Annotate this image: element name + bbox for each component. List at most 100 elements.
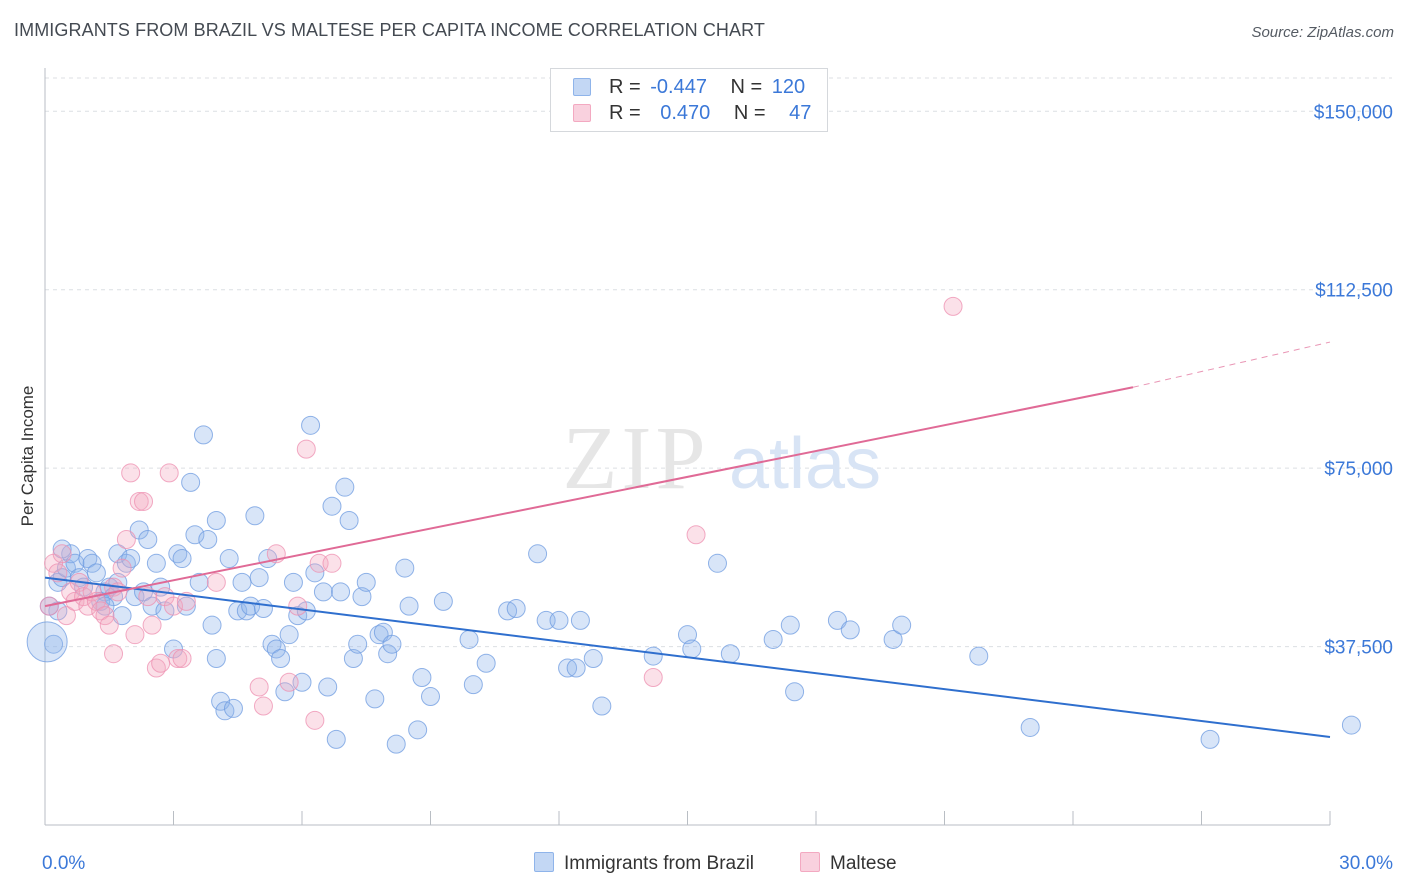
point-maltese xyxy=(172,648,192,668)
point-brazil xyxy=(892,615,912,635)
trend-line-maltese xyxy=(44,386,1134,608)
point-maltese xyxy=(279,672,299,692)
point-brazil xyxy=(112,606,132,626)
watermark-zip: ZIP xyxy=(563,409,710,508)
point-brazil xyxy=(245,506,265,526)
point-brazil xyxy=(305,563,325,583)
point-brazil xyxy=(193,425,213,445)
point-maltese xyxy=(288,596,308,616)
point-maltese xyxy=(305,710,325,730)
point-maltese xyxy=(129,491,149,511)
point-maltese xyxy=(206,572,226,592)
point-brazil xyxy=(463,675,483,695)
point-brazil xyxy=(202,615,222,635)
point-brazil xyxy=(570,610,590,630)
point-brazil xyxy=(566,658,586,678)
point-maltese xyxy=(52,544,72,564)
source-attribution: Source: ZipAtlas.com xyxy=(1251,24,1394,41)
point-maltese xyxy=(121,463,141,483)
y-tick-label: $112,500 xyxy=(1315,281,1393,302)
point-maltese xyxy=(99,615,119,635)
point-brazil xyxy=(352,587,372,607)
point-brazil xyxy=(348,634,368,654)
point-maltese xyxy=(168,648,188,668)
point-brazil xyxy=(219,549,239,569)
legend-text-brazil: R = -0.447 N = 120 xyxy=(609,76,806,98)
point-brazil xyxy=(1200,729,1220,749)
y-tick-labels: $37,500 $75,000 $112,500 $150,000 xyxy=(1314,102,1393,658)
point-maltese xyxy=(159,463,179,483)
axes xyxy=(44,68,1331,826)
point-brazil xyxy=(780,615,800,635)
point-maltese xyxy=(249,677,269,697)
y-axis-title: Per Capita Income xyxy=(18,385,37,527)
point-maltese xyxy=(296,439,316,459)
point-brazil xyxy=(365,689,385,709)
point-maltese xyxy=(686,525,706,545)
point-maltese xyxy=(164,596,183,616)
point-brazil xyxy=(232,572,252,592)
point-brazil xyxy=(56,558,76,578)
point-brazil xyxy=(682,639,702,659)
point-brazil xyxy=(206,648,226,668)
x-tick-label-min: 0.0% xyxy=(42,853,85,874)
bottom-legend-swatch-maltese xyxy=(800,852,820,872)
point-brazil xyxy=(288,606,308,626)
point-brazil xyxy=(592,696,612,716)
point-brazil xyxy=(301,415,321,435)
series-brazil-points xyxy=(26,415,1361,754)
point-brazil xyxy=(65,553,85,573)
point-maltese xyxy=(253,696,273,716)
point-brazil xyxy=(86,563,106,583)
point-brazil xyxy=(827,610,847,630)
point-brazil xyxy=(421,687,440,707)
point-maltese xyxy=(322,553,342,573)
point-brazil xyxy=(1020,717,1040,737)
point-maltese xyxy=(176,591,196,611)
point-maltese xyxy=(151,653,171,673)
point-brazil xyxy=(185,525,205,545)
point-brazil xyxy=(707,553,727,573)
point-brazil xyxy=(206,510,226,530)
point-brazil xyxy=(52,539,72,559)
point-maltese xyxy=(104,644,124,664)
point-brazil xyxy=(331,582,351,602)
point-brazil xyxy=(339,510,359,530)
point-brazil xyxy=(82,553,102,573)
point-brazil xyxy=(318,677,338,697)
legend-swatch-maltese xyxy=(573,104,591,122)
point-brazil xyxy=(283,572,303,592)
y-tick-label: $150,000 xyxy=(1314,102,1393,123)
point-brazil xyxy=(408,720,428,740)
bottom-legend-label-maltese: Maltese xyxy=(830,853,897,874)
point-brazil xyxy=(189,572,209,592)
point-brazil xyxy=(883,629,903,649)
point-brazil xyxy=(459,629,479,649)
point-brazil xyxy=(720,644,740,664)
point-brazil-large xyxy=(26,621,68,663)
chart-title: IMMIGRANTS FROM BRAZIL VS MALTESE PER CA… xyxy=(14,20,765,40)
point-brazil xyxy=(266,639,286,659)
point-maltese xyxy=(125,625,145,645)
x-tick-labels: 0.0% 30.0% xyxy=(42,853,1393,874)
point-brazil xyxy=(433,591,453,611)
point-brazil xyxy=(223,698,243,718)
point-maltese xyxy=(943,296,963,316)
point-maltese xyxy=(48,563,68,583)
point-maltese xyxy=(116,530,136,550)
point-maltese xyxy=(56,606,76,626)
point-brazil xyxy=(395,558,415,578)
point-maltese xyxy=(142,615,162,635)
point-brazil xyxy=(476,653,496,673)
bottom-legend-swatch-brazil xyxy=(534,852,554,872)
point-brazil xyxy=(356,572,376,592)
point-brazil xyxy=(275,682,295,702)
point-brazil xyxy=(378,644,398,664)
point-brazil xyxy=(549,610,569,630)
trend-line-maltese-extension xyxy=(1132,341,1331,388)
point-brazil xyxy=(412,668,432,688)
point-brazil xyxy=(335,477,355,497)
x-tick-label-max: 30.0% xyxy=(1339,853,1393,874)
bottom-legend-label-brazil: Immigrants from Brazil xyxy=(564,853,755,874)
